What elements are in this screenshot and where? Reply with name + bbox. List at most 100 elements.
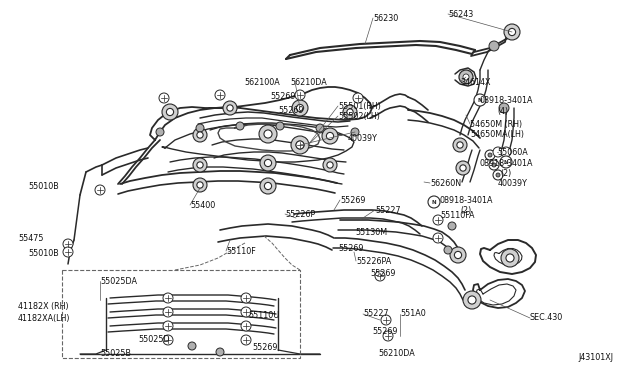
Circle shape [259, 125, 277, 143]
Circle shape [264, 182, 271, 190]
Text: 41182XA(LH): 41182XA(LH) [18, 314, 70, 323]
Circle shape [454, 251, 461, 259]
Text: 41182X (RH): 41182X (RH) [18, 301, 68, 311]
Circle shape [501, 147, 511, 157]
Circle shape [241, 335, 251, 345]
Circle shape [197, 162, 203, 168]
Text: 55269: 55269 [278, 106, 303, 115]
Circle shape [459, 70, 473, 84]
Circle shape [193, 158, 207, 172]
Text: 55226PA: 55226PA [356, 257, 391, 266]
Circle shape [227, 105, 233, 111]
Circle shape [444, 246, 452, 254]
Text: 08918-3401A: 08918-3401A [480, 96, 534, 105]
Circle shape [196, 124, 204, 132]
Text: 55010B: 55010B [28, 182, 59, 190]
Text: 56260N: 56260N [430, 179, 461, 187]
Circle shape [506, 254, 514, 262]
Circle shape [450, 247, 466, 263]
Text: 08918-3401A: 08918-3401A [480, 158, 534, 167]
Text: N: N [477, 97, 483, 103]
Circle shape [499, 103, 509, 113]
Text: 55501(RH): 55501(RH) [338, 102, 381, 110]
Circle shape [159, 93, 169, 103]
Circle shape [500, 156, 512, 168]
Text: J43101XJ: J43101XJ [578, 353, 613, 362]
Text: 55130M: 55130M [355, 228, 387, 237]
Circle shape [162, 104, 178, 120]
Circle shape [296, 141, 304, 149]
Circle shape [276, 122, 284, 130]
Circle shape [260, 178, 276, 194]
Circle shape [508, 28, 516, 36]
Text: 54650M (RH): 54650M (RH) [470, 119, 522, 128]
Text: 55475: 55475 [18, 234, 44, 243]
Text: 08918-3401A: 08918-3401A [440, 196, 493, 205]
Circle shape [456, 161, 470, 175]
Circle shape [474, 94, 486, 106]
Circle shape [468, 296, 476, 304]
Circle shape [163, 321, 173, 331]
Circle shape [163, 307, 173, 317]
Text: (4): (4) [497, 106, 508, 115]
Text: (2): (2) [460, 205, 471, 215]
Text: N: N [504, 160, 508, 164]
Text: 55269: 55269 [370, 269, 396, 279]
Circle shape [485, 150, 495, 160]
Circle shape [327, 162, 333, 168]
Text: 55110U: 55110U [248, 311, 279, 321]
Circle shape [453, 138, 467, 152]
Text: 55060A: 55060A [497, 148, 528, 157]
Circle shape [241, 293, 251, 303]
Circle shape [463, 291, 481, 309]
Text: 55226P: 55226P [285, 209, 316, 218]
Circle shape [197, 132, 203, 138]
Text: 55269: 55269 [338, 244, 364, 253]
Circle shape [347, 109, 353, 115]
Text: N: N [432, 199, 436, 205]
Circle shape [323, 158, 337, 172]
Text: (2): (2) [500, 169, 511, 177]
Circle shape [326, 132, 333, 140]
Circle shape [375, 271, 385, 281]
Circle shape [63, 239, 73, 249]
Text: 54650MA(LH): 54650MA(LH) [470, 129, 524, 138]
Circle shape [260, 155, 276, 171]
Text: 55025DA: 55025DA [100, 276, 137, 285]
Circle shape [95, 185, 105, 195]
Circle shape [296, 105, 303, 112]
Text: 55400: 55400 [190, 201, 215, 209]
Text: 56210DA: 56210DA [378, 350, 415, 359]
Text: SEC.430: SEC.430 [530, 314, 563, 323]
Circle shape [428, 196, 440, 208]
Circle shape [489, 160, 499, 170]
Text: 55010B: 55010B [28, 250, 59, 259]
Circle shape [296, 141, 304, 149]
Circle shape [457, 142, 463, 148]
Text: 55110F: 55110F [226, 247, 256, 256]
Text: 551A0: 551A0 [400, 310, 426, 318]
Text: 55227: 55227 [375, 205, 401, 215]
Text: 40039Y: 40039Y [348, 134, 378, 142]
Circle shape [496, 173, 500, 177]
Circle shape [448, 222, 456, 230]
Circle shape [163, 293, 173, 303]
Circle shape [241, 321, 251, 331]
Circle shape [156, 128, 164, 136]
Circle shape [492, 163, 496, 167]
Circle shape [322, 128, 338, 144]
Circle shape [493, 147, 503, 157]
Circle shape [236, 122, 244, 130]
Circle shape [223, 101, 237, 115]
Text: 34614X: 34614X [460, 77, 490, 87]
Circle shape [163, 335, 173, 345]
Text: 56243: 56243 [448, 10, 473, 19]
Circle shape [215, 90, 225, 100]
Circle shape [241, 307, 251, 317]
Circle shape [316, 124, 324, 132]
Circle shape [264, 159, 271, 167]
Text: 55269: 55269 [372, 327, 397, 337]
Text: 55110FA: 55110FA [440, 211, 474, 219]
Circle shape [501, 249, 519, 267]
Circle shape [383, 331, 393, 341]
